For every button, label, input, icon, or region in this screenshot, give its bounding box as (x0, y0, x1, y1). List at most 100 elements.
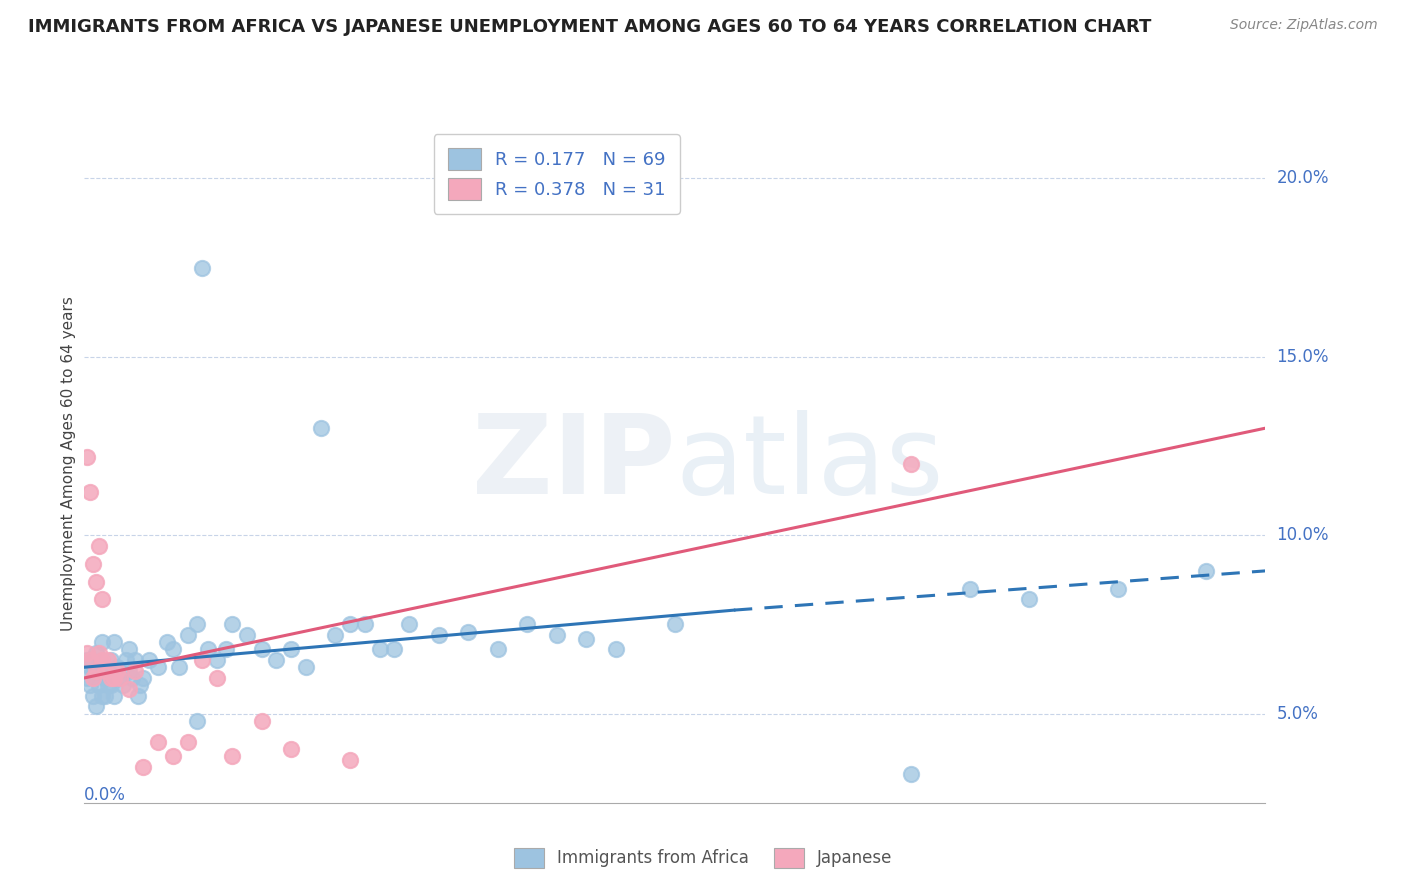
Point (129, 678, 152, 692)
Point (76, 450, 98, 464)
Point (215, 642, 238, 657)
Point (280, 642, 302, 657)
Point (264, 653, 288, 667)
Point (105, 664, 128, 678)
Point (162, 749, 184, 764)
Point (97, 664, 120, 678)
Y-axis label: Unemployment Among Ages 60 to 64 years: Unemployment Among Ages 60 to 64 years (60, 296, 76, 632)
Point (118, 642, 141, 657)
Point (457, 624, 479, 639)
Point (323, 628, 347, 642)
Point (1018, 592, 1040, 607)
Point (87, 646, 111, 660)
Point (76, 646, 98, 660)
Point (76, 671, 98, 685)
Point (575, 632, 598, 646)
Point (156, 635, 179, 649)
Text: 15.0%: 15.0% (1277, 348, 1329, 366)
Point (132, 760, 155, 774)
Point (546, 628, 568, 642)
Point (108, 671, 131, 685)
Point (103, 689, 125, 703)
Point (100, 653, 122, 667)
Point (111, 678, 134, 692)
Point (197, 642, 219, 657)
Point (191, 653, 214, 667)
Point (118, 664, 141, 678)
Point (76, 653, 98, 667)
Point (87, 678, 111, 692)
Point (1195, 564, 1218, 578)
Point (108, 671, 131, 685)
Point (382, 642, 406, 657)
Point (114, 653, 136, 667)
Point (91, 592, 114, 607)
Point (250, 714, 273, 728)
Point (309, 421, 332, 435)
Point (100, 671, 122, 685)
Point (900, 767, 922, 781)
Text: 10.0%: 10.0% (1277, 526, 1329, 544)
Point (124, 653, 146, 667)
Point (221, 617, 243, 632)
Point (84, 646, 107, 660)
Point (138, 653, 160, 667)
Point (900, 457, 922, 471)
Point (94, 671, 117, 685)
Point (127, 689, 149, 703)
Text: 5.0%: 5.0% (1277, 705, 1319, 723)
Point (354, 617, 377, 632)
Point (79, 660, 101, 674)
Point (162, 642, 184, 657)
Point (605, 642, 627, 657)
Point (94, 664, 117, 678)
Point (295, 660, 318, 674)
Text: IMMIGRANTS FROM AFRICA VS JAPANESE UNEMPLOYMENT AMONG AGES 60 TO 64 YEARS CORREL: IMMIGRANTS FROM AFRICA VS JAPANESE UNEMP… (28, 18, 1152, 36)
Point (84, 699, 107, 714)
Point (368, 642, 391, 657)
Point (339, 753, 361, 767)
Point (82, 664, 104, 678)
Point (959, 582, 981, 596)
Point (398, 617, 420, 632)
Point (79, 485, 101, 500)
Point (91, 635, 114, 649)
Point (121, 671, 143, 685)
Text: Source: ZipAtlas.com: Source: ZipAtlas.com (1230, 18, 1378, 32)
Text: atlas: atlas (675, 410, 943, 517)
Text: 20.0%: 20.0% (1277, 169, 1329, 187)
Point (235, 628, 259, 642)
Point (186, 714, 208, 728)
Point (91, 689, 114, 703)
Point (177, 628, 200, 642)
Point (191, 260, 214, 275)
Point (84, 574, 107, 589)
Point (103, 671, 125, 685)
Point (94, 689, 117, 703)
Point (486, 642, 509, 657)
Point (79, 653, 101, 667)
Point (79, 678, 101, 692)
Point (132, 671, 155, 685)
Point (82, 557, 104, 571)
Point (167, 660, 190, 674)
Point (250, 642, 273, 657)
Point (82, 671, 104, 685)
Legend: Immigrants from Africa, Japanese: Immigrants from Africa, Japanese (508, 841, 898, 875)
Point (664, 617, 686, 632)
Point (205, 671, 228, 685)
Point (221, 749, 243, 764)
Point (148, 735, 170, 749)
Point (1107, 582, 1129, 596)
Point (97, 653, 120, 667)
Point (103, 635, 125, 649)
Point (91, 653, 114, 667)
Point (124, 664, 146, 678)
Point (205, 653, 228, 667)
Point (516, 617, 538, 632)
Point (186, 617, 208, 632)
Point (87, 660, 111, 674)
Text: 0.0%: 0.0% (84, 786, 127, 804)
Point (177, 735, 200, 749)
Point (339, 617, 361, 632)
